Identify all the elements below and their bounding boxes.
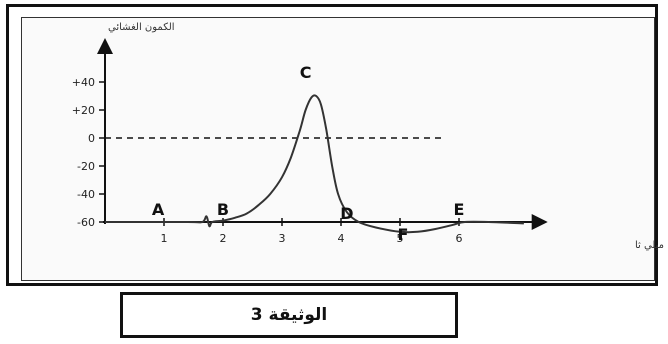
x-tick-label: 4 xyxy=(338,232,345,245)
point-label-c: C xyxy=(300,63,312,82)
x-tick-label: 1 xyxy=(161,232,168,245)
x-tick-label: 2 xyxy=(220,232,227,245)
y-axis-title: الكمون الغشائي xyxy=(108,22,175,33)
y-tick-label: 0 xyxy=(88,132,95,145)
point-label-b: B xyxy=(217,200,229,219)
caption-box: الوثيقة 3 xyxy=(120,292,458,338)
point-label-a: A xyxy=(152,200,165,219)
point-label-f: F xyxy=(397,225,408,244)
x-tick-label: 3 xyxy=(279,232,286,245)
y-tick-label: +40 xyxy=(72,76,95,89)
caption-text: الوثيقة 3 xyxy=(250,305,328,325)
figure-frame xyxy=(6,4,658,286)
y-tick-label: -60 xyxy=(77,216,95,229)
point-label-d: D xyxy=(340,204,353,223)
point-label-e: E xyxy=(454,200,465,219)
y-tick-label: +20 xyxy=(72,104,95,117)
chart-panel xyxy=(21,17,655,281)
x-axis-title: الزمن ميلي ثا xyxy=(635,240,668,251)
y-tick-label: -40 xyxy=(77,188,95,201)
x-tick-label: 6 xyxy=(456,232,463,245)
x-tick-label: 5 xyxy=(397,232,404,245)
y-tick-label: -20 xyxy=(77,160,95,173)
membrane-potential-curve xyxy=(105,94,524,234)
